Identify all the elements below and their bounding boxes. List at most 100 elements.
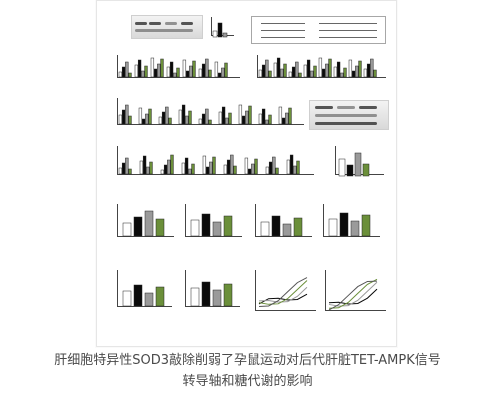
figure-marks: [118, 22, 378, 311]
bar: [125, 104, 129, 125]
bar: [223, 215, 233, 237]
series-line: [328, 288, 378, 305]
bar: [271, 215, 281, 237]
bar: [198, 68, 203, 78]
panel-axis: [325, 270, 386, 311]
bar: [268, 70, 272, 78]
bar: [233, 165, 237, 175]
bar: [289, 154, 294, 175]
bar: [366, 63, 371, 78]
bar: [343, 67, 347, 78]
bar: [336, 61, 341, 78]
blot-band: [165, 22, 177, 25]
bar: [205, 166, 210, 175]
panel-b: [243, 7, 390, 47]
bar: [181, 104, 186, 125]
western-blot: [131, 15, 203, 39]
bar: [273, 62, 278, 78]
panel-axis: [257, 55, 386, 78]
bar: [261, 64, 266, 78]
panel-axis: [117, 270, 172, 307]
study-design-line: [319, 37, 377, 38]
bar: [144, 210, 154, 237]
bar: [161, 111, 166, 125]
blot-band: [359, 106, 377, 109]
blot-band: [315, 114, 377, 117]
bar: [221, 67, 225, 78]
series-line: [328, 278, 378, 309]
bar: [248, 105, 252, 125]
bar: [158, 116, 163, 125]
bar: [268, 161, 273, 175]
bar: [208, 69, 212, 78]
bar: [202, 155, 207, 175]
blot-band: [135, 22, 147, 25]
bar: [155, 218, 165, 237]
bar: [148, 108, 152, 125]
panel-axis: [323, 204, 380, 237]
bar: [121, 162, 126, 175]
bar: [223, 164, 228, 175]
bar: [268, 114, 272, 125]
bar: [163, 164, 168, 175]
bar: [228, 112, 232, 125]
series-line: [258, 280, 308, 305]
bar: [188, 168, 192, 175]
bar: [212, 221, 222, 237]
bar: [310, 70, 314, 78]
panel-axis: [255, 270, 316, 311]
blot-band: [135, 29, 193, 32]
bar: [139, 160, 144, 175]
bar: [118, 114, 123, 125]
bar: [122, 290, 132, 307]
bar: [121, 109, 126, 125]
bar: [190, 287, 200, 307]
bar: [258, 113, 263, 125]
blot-band: [181, 22, 193, 25]
bar: [170, 154, 174, 175]
panel-axis: [211, 17, 234, 36]
study-design-line: [261, 37, 305, 38]
bar: [165, 106, 169, 125]
bar: [185, 70, 190, 78]
bar: [348, 59, 353, 78]
series-line: [258, 277, 308, 307]
series-line: [328, 280, 378, 311]
bar: [258, 69, 263, 78]
bar: [223, 283, 233, 307]
bar: [351, 70, 356, 78]
bar: [128, 72, 132, 78]
bar: [328, 218, 338, 237]
bar: [318, 57, 323, 78]
bar: [358, 60, 362, 78]
bar: [138, 107, 143, 125]
bar: [118, 167, 123, 175]
bar: [325, 63, 329, 78]
bar: [191, 163, 195, 175]
bar: [144, 292, 154, 307]
bar: [218, 111, 223, 125]
bar: [146, 166, 150, 175]
bar: [370, 58, 374, 78]
bar: [149, 161, 153, 175]
bar: [128, 168, 132, 175]
bar: [245, 110, 249, 125]
bar: [293, 165, 297, 175]
bar: [265, 166, 270, 175]
blot-band: [315, 106, 333, 109]
bar: [128, 115, 132, 125]
bar: [254, 158, 258, 175]
bar: [188, 110, 192, 125]
bar: [160, 58, 164, 78]
bar: [333, 66, 338, 78]
bar: [201, 63, 206, 78]
bar: [275, 167, 279, 175]
bar: [340, 72, 344, 78]
bar: [190, 219, 200, 237]
figure-caption: 肝细胞特异性SOD3敲除削弱了孕鼠运动对后代肝脏TET-AMPK信号转导轴和糖代…: [54, 353, 441, 389]
bar: [118, 71, 123, 78]
bar: [182, 59, 187, 78]
bar: [261, 108, 266, 125]
panel-a: [103, 7, 237, 47]
bar: [121, 66, 126, 78]
